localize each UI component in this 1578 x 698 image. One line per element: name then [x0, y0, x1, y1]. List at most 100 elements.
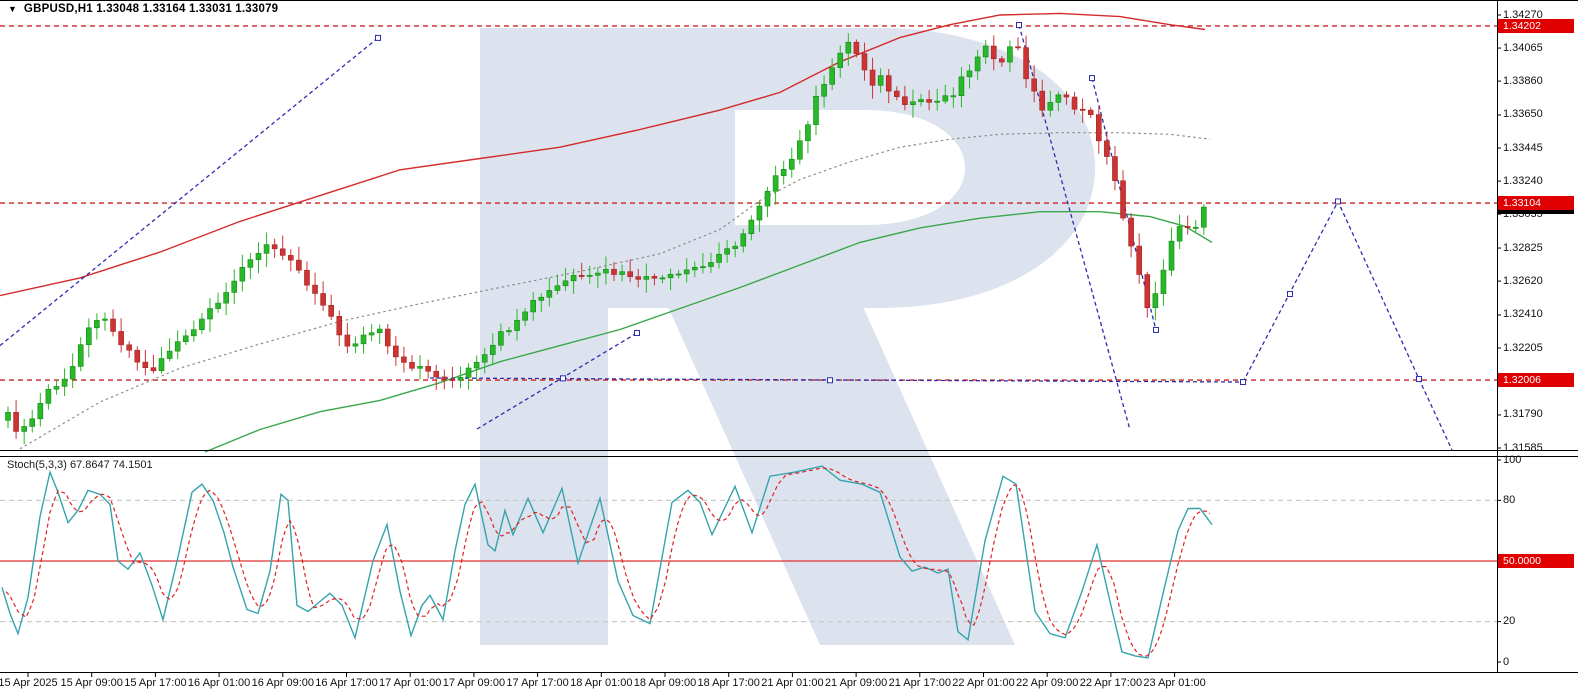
bull-candle[interactable] — [780, 169, 787, 176]
bear-candle[interactable] — [893, 90, 900, 98]
steep-decline-2-handle[interactable] — [1153, 326, 1159, 333]
bull-candle[interactable] — [603, 268, 609, 274]
bull-candle[interactable] — [239, 267, 246, 282]
bull-candle[interactable] — [489, 344, 496, 355]
bear-candle[interactable] — [1031, 78, 1037, 92]
stoch-axis-label[interactable]: 0 — [1503, 655, 1510, 668]
bull-candle[interactable] — [691, 266, 698, 271]
bull-candle[interactable] — [748, 219, 755, 235]
price-axis-label[interactable]: 1.32410 — [1503, 308, 1543, 321]
bull-candle[interactable] — [522, 311, 528, 321]
price-axis-label[interactable]: 1.33445 — [1503, 141, 1543, 154]
bull-candle[interactable] — [29, 418, 36, 427]
bull-candle[interactable] — [700, 266, 706, 269]
bear-candle[interactable] — [1023, 47, 1029, 80]
bear-candle[interactable] — [1120, 180, 1126, 219]
bull-candle[interactable] — [1168, 240, 1175, 271]
bull-candle[interactable] — [166, 350, 173, 359]
bull-candle[interactable] — [530, 300, 537, 313]
bear-candle[interactable] — [1128, 217, 1134, 247]
bull-candle[interactable] — [643, 276, 650, 280]
bull-candle[interactable] — [368, 332, 375, 336]
bear-candle[interactable] — [578, 275, 585, 277]
bull-candle[interactable] — [263, 244, 270, 254]
bull-candle[interactable] — [1201, 206, 1207, 228]
bull-candle[interactable] — [934, 100, 941, 103]
bull-candle[interactable] — [683, 269, 690, 275]
bear-candle[interactable] — [312, 284, 318, 294]
short-ascending-trendline-handle[interactable] — [634, 330, 640, 337]
ma-slow-red[interactable] — [0, 12, 1206, 297]
time-axis-label[interactable]: 22 Apr 09:00 — [1015, 677, 1079, 689]
bull-candle[interactable] — [837, 52, 844, 69]
bull-candle[interactable] — [61, 378, 68, 387]
bull-candle[interactable] — [1152, 293, 1159, 309]
price-axis-label[interactable]: 1.32825 — [1503, 241, 1543, 254]
bear-candle[interactable] — [271, 244, 278, 250]
price-axis-label[interactable]: 1.32620 — [1503, 274, 1543, 287]
bear-candle[interactable] — [1063, 94, 1070, 98]
forecast-zigzag-handle[interactable] — [1240, 379, 1246, 386]
bear-candle[interactable] — [999, 58, 1005, 63]
bull-candle[interactable] — [77, 344, 84, 367]
bull-candle[interactable] — [554, 285, 561, 291]
bull-candle[interactable] — [465, 367, 472, 378]
bull-candle[interactable] — [845, 41, 852, 54]
bull-candle[interactable] — [740, 233, 747, 247]
bull-candle[interactable] — [732, 245, 739, 249]
bull-candle[interactable] — [821, 84, 827, 97]
bear-candle[interactable] — [1112, 156, 1118, 182]
bull-candle[interactable] — [457, 377, 464, 381]
short-ascending-trendline[interactable] — [476, 332, 638, 430]
bear-candle[interactable] — [287, 255, 294, 261]
time-axis-label[interactable]: 21 Apr 09:00 — [824, 677, 888, 689]
bull-candle[interactable] — [805, 124, 811, 142]
bull-candle[interactable] — [199, 318, 205, 330]
bull-candle[interactable] — [5, 412, 11, 421]
bull-candle[interactable] — [667, 274, 674, 279]
price-axis-label[interactable]: 1.31585 — [1503, 441, 1543, 454]
time-axis-label[interactable]: 16 Apr 09:00 — [251, 677, 314, 689]
bull-candle[interactable] — [982, 45, 989, 58]
bear-candle[interactable] — [279, 248, 286, 256]
bull-candle[interactable] — [231, 280, 238, 293]
bull-candle[interactable] — [514, 319, 520, 331]
bull-candle[interactable] — [562, 280, 569, 287]
bear-candle[interactable] — [990, 45, 997, 60]
bear-candle[interactable] — [651, 276, 658, 279]
bear-candle[interactable] — [1039, 90, 1046, 111]
ascending-trendline-handle[interactable] — [375, 34, 381, 41]
bear-candle[interactable] — [611, 268, 617, 275]
bull-candle[interactable] — [473, 361, 480, 369]
bull-candle[interactable] — [974, 56, 981, 72]
bull-candle[interactable] — [21, 426, 27, 432]
bear-candle[interactable] — [1015, 46, 1021, 49]
bull-candle[interactable] — [45, 388, 52, 404]
bear-candle[interactable] — [320, 293, 326, 306]
bull-candle[interactable] — [813, 95, 819, 125]
time-axis-label[interactable]: 17 Apr 09:00 — [442, 677, 506, 689]
bull-candle[interactable] — [708, 262, 714, 267]
stoch-axis-label[interactable]: 20 — [1503, 615, 1516, 628]
bear-candle[interactable] — [328, 304, 335, 317]
bear-candle[interactable] — [853, 41, 860, 54]
forecast-zigzag-handle[interactable] — [1416, 375, 1422, 382]
bull-candle[interactable] — [586, 274, 593, 277]
stoch-main-line[interactable] — [1, 465, 1213, 659]
price-axis-label[interactable]: 1.33240 — [1503, 174, 1543, 187]
time-axis-label[interactable]: 18 Apr 17:00 — [697, 677, 760, 689]
bear-candle[interactable] — [1184, 226, 1191, 228]
forecast-zigzag[interactable] — [1242, 199, 1453, 451]
bear-candle[interactable] — [344, 334, 351, 347]
steep-decline-1-handle[interactable] — [1016, 21, 1022, 28]
bull-candle[interactable] — [788, 158, 795, 170]
bull-candle[interactable] — [716, 253, 722, 263]
bull-candle[interactable] — [360, 334, 367, 345]
bull-candle[interactable] — [918, 99, 924, 103]
bull-candle[interactable] — [797, 140, 803, 160]
bull-candle[interactable] — [247, 259, 254, 268]
bull-candle[interactable] — [958, 76, 965, 96]
bull-candle[interactable] — [417, 366, 423, 369]
